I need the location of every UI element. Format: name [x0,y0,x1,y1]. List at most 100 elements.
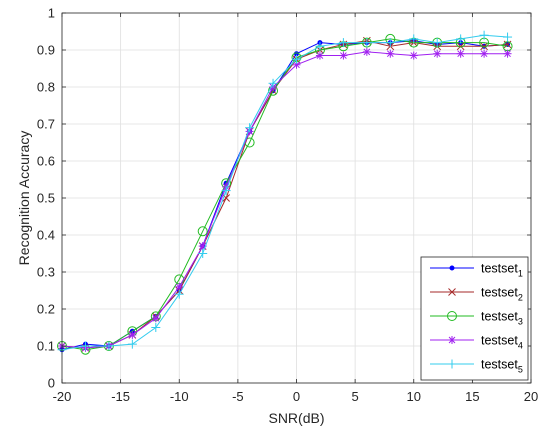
y-tick-label: 0.1 [37,339,55,354]
data-point [221,186,231,196]
legend-label-name: testset [481,262,518,276]
data-point [197,226,208,237]
legend-label: testset3 [481,310,523,327]
data-point [456,34,466,44]
x-tick-label: 5 [352,389,359,404]
data-point [198,249,208,258]
y-tick-label: 0.8 [37,80,55,95]
x-tick-label: 10 [407,389,421,404]
legend-label-subscript: 2 [518,293,523,303]
legend-label-name: testset [481,358,518,372]
data-point [268,78,278,88]
data-point [128,330,137,339]
data-point [174,289,184,299]
y-tick-label: 0.3 [37,265,55,280]
data-point-stroke [410,52,418,59]
data-point-stroke [175,283,183,291]
legend-item-4: testset4 [430,334,523,351]
data-point [339,51,348,60]
data-point [503,49,512,58]
legend-item-2: testset2 [430,286,523,303]
legend-swatch-marker [447,311,457,321]
data-point [503,32,513,42]
data-point [292,60,301,69]
x-tick-label: -20 [53,389,72,404]
data-point [292,54,301,64]
x-tick-label: 15 [465,389,479,404]
legend-label-subscript: 1 [518,269,523,279]
data-point [315,51,324,60]
data-point [409,51,418,60]
data-point [480,49,489,58]
data-point [362,47,371,56]
x-tick-label: -5 [232,389,244,404]
legend-label-name: testset [481,310,518,324]
x-tick-label: -15 [111,389,130,404]
legend-swatch-marker [447,359,457,369]
x-tick-label: -10 [170,389,189,404]
y-tick-label: 0.6 [37,154,55,169]
legend-label: testset4 [481,334,523,351]
data-point [479,30,489,40]
data-point-stroke [480,50,488,58]
data-point-shape [197,226,208,237]
legend-swatch-marker [448,336,456,344]
legend-label-name: testset [481,286,518,300]
data-point [245,123,255,133]
data-point [151,323,161,332]
data-point-stroke [340,52,347,59]
legend-item-1: testset1 [430,262,523,279]
legend-label-name: testset [481,334,518,348]
y-tick-label: 1 [48,6,55,21]
data-point [456,49,465,58]
legend-swatch-marker [449,265,455,271]
y-tick-label: 0 [48,376,55,391]
data-point [480,42,488,51]
y-tick-label: 0.7 [37,117,55,132]
data-point-stroke [504,50,511,58]
data-point [409,34,419,44]
series-layer [57,30,513,355]
y-tick-label: 0.2 [37,302,55,317]
data-point [80,341,90,351]
data-point-stroke [457,50,465,58]
legend-box [420,256,529,381]
y-axis-label: Recognition Accuracy [16,131,32,266]
series-line [61,34,508,351]
legend-label-subscript: 3 [518,317,523,327]
data-point-stroke [316,52,324,59]
legend-swatch-marker [448,288,456,296]
series-5 [57,30,513,355]
data-point [104,341,114,351]
legend-swatch-marker-stroke [448,288,456,296]
y-tick-label: 0.4 [37,228,55,243]
data-point-stroke [293,61,300,69]
data-point [456,42,465,51]
data-point-stroke [480,42,488,51]
legend-label-subscript: 5 [518,365,523,375]
data-point [127,339,137,349]
y-tick-label: 0.5 [37,191,55,206]
legend-label: testset2 [481,286,523,303]
legend-label: testset1 [481,262,523,279]
data-point [362,38,372,48]
legend-item-5: testset5 [430,358,523,375]
tick-layer: -20 -15 -10 -5 0 5 10 15 2000.10.20.30.40.50.60.… [37,6,538,405]
data-point-stroke [386,50,394,58]
legend-swatch-marker-shape [449,265,455,271]
data-point [432,38,442,48]
legend-swatch-marker-stroke [448,336,456,344]
data-point-stroke [363,48,371,56]
data-point [433,49,442,58]
series-4 [58,47,512,352]
y-tick-label: 0.9 [37,43,55,58]
x-tick-label: 20 [524,389,538,404]
data-point [315,41,325,51]
data-point [151,314,160,323]
x-axis-label: SNR(dB) [268,410,324,426]
data-point-stroke [152,314,160,322]
data-point-stroke [433,50,441,58]
data-point [386,49,395,58]
